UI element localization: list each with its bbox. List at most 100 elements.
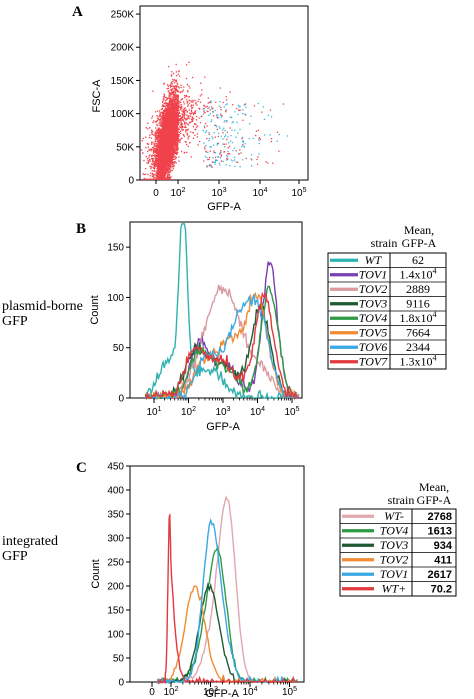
panel-a-point xyxy=(143,178,145,180)
panel-a-point xyxy=(170,116,173,118)
panel-a-point xyxy=(174,152,176,155)
panel-a-point xyxy=(164,178,166,180)
panel-a-point xyxy=(163,94,166,96)
panel-a-point xyxy=(169,103,171,105)
panel-a-point xyxy=(194,134,196,136)
panel-a-point xyxy=(196,125,199,127)
panel-a-point xyxy=(160,134,163,137)
panel-a-point xyxy=(156,137,159,139)
panel-a-point xyxy=(184,107,186,109)
panel-a-point xyxy=(177,73,179,75)
panel-a-point xyxy=(169,171,171,173)
panel-a-point xyxy=(153,167,156,170)
panel-a-frame xyxy=(139,5,309,181)
panel-a-point xyxy=(192,104,194,106)
panel-a-point xyxy=(167,97,169,99)
panel-a-point xyxy=(166,115,168,117)
panel-a-point xyxy=(156,140,158,142)
panel-a-point xyxy=(186,98,188,101)
panel-a-point xyxy=(161,166,163,168)
panel-a-point xyxy=(158,168,160,170)
panel-a-point xyxy=(165,106,167,108)
panel-a-point xyxy=(171,96,173,98)
panel-a-point xyxy=(179,141,181,143)
panel-a-point xyxy=(152,160,155,162)
panel-a-point xyxy=(163,82,165,84)
panel-a-point xyxy=(171,85,173,87)
panel-a-point xyxy=(159,130,162,132)
panel-a-point xyxy=(148,136,151,139)
panel-a-point xyxy=(156,115,158,117)
panel-a-point xyxy=(178,131,180,133)
panel-a-point xyxy=(181,98,184,100)
panel-a-point xyxy=(161,147,163,149)
panel-a-point xyxy=(175,80,177,83)
panel-a-point xyxy=(155,127,157,129)
panel-a-point xyxy=(180,91,182,93)
panel-a-point xyxy=(174,103,176,105)
panel-a-point xyxy=(174,122,176,124)
panel-a-point xyxy=(162,114,164,116)
panel-a-point xyxy=(191,101,193,103)
panel-letter-a: A xyxy=(72,4,83,20)
panel-a-point xyxy=(176,97,178,99)
panel-a-point xyxy=(154,154,157,156)
panel-a-point xyxy=(161,133,163,136)
panel-a-point xyxy=(177,144,179,146)
panel-a-point xyxy=(167,121,169,123)
panel-a-point xyxy=(156,120,158,122)
panel-a-point xyxy=(157,129,159,131)
panel-a-point xyxy=(158,110,161,112)
panel-a-point xyxy=(167,115,169,117)
panel-a-point xyxy=(163,113,165,115)
panel-a-point xyxy=(175,80,177,82)
panel-a-point xyxy=(171,93,173,95)
panel-a-point xyxy=(175,102,177,104)
panel-a-point xyxy=(152,163,154,166)
panel-a-point xyxy=(151,133,154,135)
panel-a-point xyxy=(171,159,174,161)
panel-a-point xyxy=(157,129,160,132)
panel-a-point xyxy=(160,128,162,130)
panel-a-point xyxy=(147,173,149,176)
panel-a-point xyxy=(161,122,164,124)
side-label-plasmid-2: GFP xyxy=(2,314,28,329)
panel-a-point xyxy=(169,122,172,124)
panel-a-point xyxy=(177,99,179,102)
panel-a-point xyxy=(171,91,173,94)
panel-a-point xyxy=(162,131,164,133)
panel-a-point xyxy=(162,141,165,143)
panel-a-point xyxy=(160,171,162,173)
panel-a-point xyxy=(152,157,154,160)
panel-a-point xyxy=(174,155,177,158)
panel-a-point xyxy=(158,129,161,131)
panel-a-point xyxy=(172,105,174,107)
panel-a-point xyxy=(168,169,170,171)
panel-a-point xyxy=(168,167,170,169)
panel-a-point xyxy=(171,99,173,101)
panel-a-point xyxy=(172,161,174,163)
panel-a-point xyxy=(174,111,176,113)
panel-a-point xyxy=(229,91,231,93)
panel-a-point xyxy=(159,170,162,172)
panel-a-point xyxy=(164,96,166,99)
panel-a-point xyxy=(156,150,158,152)
panel-a-point xyxy=(159,118,161,120)
panel-a-point xyxy=(163,120,165,122)
panel-a-point xyxy=(201,89,203,91)
panel-a-point xyxy=(156,152,158,154)
panel-a-point xyxy=(170,118,172,120)
panel-a-point xyxy=(182,89,184,91)
panel-a-point xyxy=(142,137,144,140)
panel-a-point xyxy=(177,115,180,117)
panel-a-point xyxy=(164,120,166,122)
panel-a-point xyxy=(151,173,153,176)
panel-a-point xyxy=(182,134,185,136)
panel-a-point xyxy=(165,119,167,121)
panel-a-point xyxy=(163,144,165,146)
panel-a-point xyxy=(171,110,174,113)
panel-a-point xyxy=(152,90,154,92)
panel-a-point xyxy=(163,110,165,112)
panel-a-point xyxy=(164,122,166,124)
panel-a-point xyxy=(167,160,169,162)
